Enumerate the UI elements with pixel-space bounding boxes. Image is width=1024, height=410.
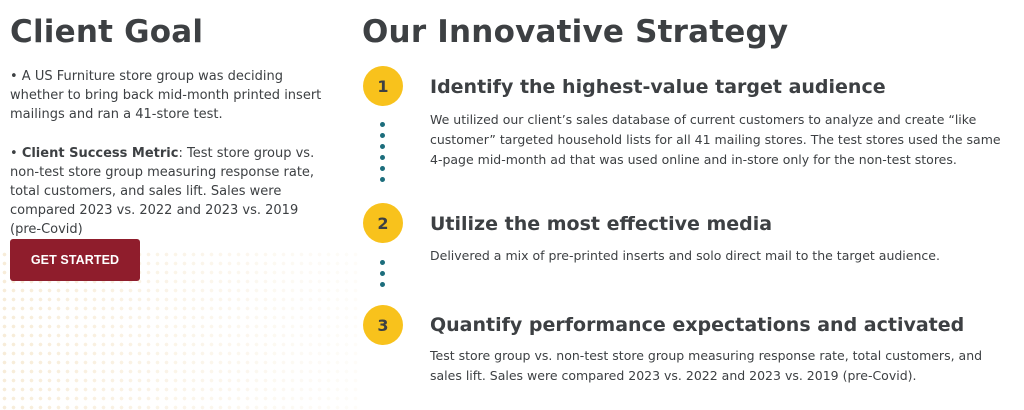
strategy-heading: Our Innovative Strategy [362, 14, 789, 50]
client-success-metric: • Client Success Metric: Test store grou… [10, 144, 332, 239]
metric-text: : Test store group vs. non-test store gr… [10, 146, 315, 237]
step-3-number-badge: 3 [363, 305, 403, 345]
metric-label: Client Success Metric [21, 146, 179, 161]
metric-bullet: • [10, 146, 22, 161]
step-2-description: Delivered a mix of pre-printed inserts a… [430, 248, 940, 263]
step-1-number-badge: 1 [363, 66, 403, 106]
get-started-button[interactable]: GET STARTED [10, 239, 140, 281]
step-3-description: Test store group vs. non-test store grou… [430, 348, 983, 383]
step-3-title: Quantify performance expectations and ac… [430, 314, 965, 336]
client-goal-heading: Client Goal [10, 14, 204, 50]
step-1-title: Identify the highest-value target audien… [430, 76, 886, 98]
client-goal-description: • A US Furniture store group was decidin… [10, 69, 322, 122]
step-2-number-badge: 2 [363, 203, 403, 243]
step-connector-dots [380, 260, 386, 293]
step-1-description: We utilized our client’s sales database … [430, 112, 1001, 167]
step-connector-dots [380, 122, 386, 188]
step-2-title: Utilize the most effective media [430, 213, 773, 235]
